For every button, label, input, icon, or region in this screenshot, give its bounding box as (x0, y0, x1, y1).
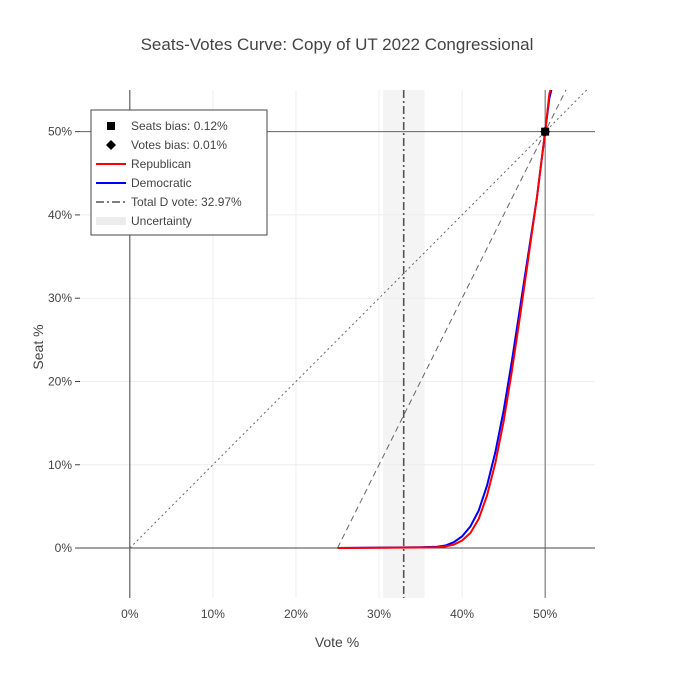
legend-square-marker (107, 122, 115, 130)
y-tick-label: 20% (48, 374, 72, 388)
legend-diamond-marker (106, 140, 116, 150)
bias-markers-layer (540, 126, 551, 137)
legend-label: Votes bias: 0.01% (131, 138, 227, 152)
legend-label: Uncertainty (131, 214, 192, 228)
chart-title: Seats-Votes Curve: Copy of UT 2022 Congr… (141, 35, 534, 54)
x-tick-label: 50% (533, 607, 557, 621)
x-tick-label: 30% (367, 607, 391, 621)
votes-bias-marker (540, 126, 551, 137)
y-tick-label: 40% (48, 208, 72, 222)
y-tick-label: 0% (55, 541, 73, 555)
republican-series-line (337, 90, 552, 550)
legend-label: Republican (131, 157, 191, 171)
x-axis-label: Vote % (315, 634, 359, 650)
y-axis-label: Seat % (30, 324, 46, 369)
y-tick-label: 30% (48, 291, 72, 305)
legend-label: Seats bias: 0.12% (131, 119, 228, 133)
y-tick-label: 10% (48, 458, 72, 472)
legend-box (90, 109, 268, 236)
series-layer (337, 90, 553, 550)
x-tick-label: 20% (284, 607, 308, 621)
legend-label: Democratic (131, 176, 192, 190)
legend-band-swatch (96, 217, 126, 225)
double-proportionality-line (337, 89, 567, 549)
y-tick-label: 50% (48, 125, 72, 139)
x-tick-label: 0% (121, 607, 139, 621)
legend: Seats bias: 0.12% Votes bias: 0.01% Republ… (90, 109, 268, 236)
x-tick-label: 10% (201, 607, 225, 621)
tick-labels: 0% 10% 20% 30% 40% 50% 0% 10% 20% 30% 40% 50% (48, 125, 558, 621)
legend-label: Total D vote: 32.97% (131, 195, 242, 209)
x-tick-label: 40% (450, 607, 474, 621)
